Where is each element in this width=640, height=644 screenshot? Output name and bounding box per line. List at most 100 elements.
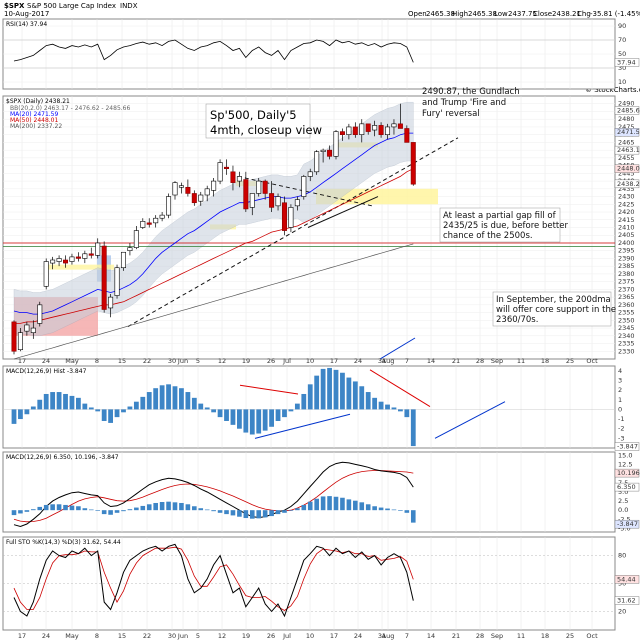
- candle-body: [224, 166, 230, 170]
- x-tick-label: Jul: [282, 357, 291, 365]
- price-tick-label: 2445: [618, 169, 635, 177]
- macd-mini-hist-bar: [134, 507, 139, 511]
- candle-body: [95, 242, 101, 256]
- candle-body: [288, 207, 294, 228]
- macd-hist-bar: [359, 386, 365, 410]
- rsi-tick-label: 50: [618, 50, 626, 58]
- price-tick-label: 2430: [618, 193, 635, 201]
- macd-hist-bar: [340, 372, 345, 410]
- macd-hist-bar: [185, 392, 191, 410]
- macd-hist-bar: [288, 409, 294, 412]
- macd-hist-bar: [50, 392, 56, 410]
- candle-body: [11, 321, 17, 352]
- price-tick-label: 2375: [618, 278, 635, 286]
- macd-hist-bar: [269, 409, 274, 427]
- bottom-blue-line: [379, 337, 416, 360]
- annotation-gundlach-2: and Trump 'Fire and: [422, 98, 506, 108]
- flag-stoch-k-bg: [614, 596, 640, 605]
- macd-mini-hist-bar: [127, 509, 133, 511]
- macd-mini-hist-bar: [365, 504, 371, 511]
- candle-body: [146, 222, 152, 225]
- annotation-title-2: 4mth, closeup view: [210, 123, 322, 137]
- macd-hist-bar: [346, 377, 352, 410]
- x-tick-label: Jun: [177, 357, 188, 365]
- candle-body: [307, 171, 313, 177]
- macd-mini-hist-bar: [262, 510, 268, 518]
- x-tick-label: 12: [218, 357, 226, 365]
- flag-macd-signal: 10.196: [617, 469, 640, 477]
- macd-mini-hist-bar: [340, 497, 345, 511]
- hist-tick-label: 3: [618, 376, 622, 384]
- macd-mini-hist-bar: [327, 496, 332, 511]
- x-tick-label: 31: [378, 357, 386, 365]
- macd-mini-hist-bar: [385, 508, 390, 511]
- price-tick-label: 2480: [618, 115, 635, 123]
- x-tick-label: May: [65, 357, 79, 365]
- chart-date: 10-Aug-2017: [4, 10, 49, 18]
- x-tick-label: 8: [95, 357, 99, 365]
- macd-hist-bar: [82, 403, 88, 410]
- macd-mini-hist-bar: [372, 506, 377, 511]
- high-label: High: [452, 10, 468, 18]
- macd-hist-bar: [237, 409, 242, 429]
- macd-tick-label: -2.5: [618, 515, 631, 523]
- hist-tick-label: -1: [618, 415, 624, 423]
- macd-hist-bar: [385, 404, 390, 410]
- macd-hist-bar: [24, 409, 30, 415]
- macd-mini-hist-bar: [249, 510, 255, 519]
- flag-stoch-d: 54.44: [617, 575, 636, 583]
- candle-body: [269, 193, 275, 208]
- close-label: Close: [533, 10, 552, 18]
- candle-body: [378, 125, 384, 135]
- candle-body: [339, 131, 345, 135]
- macd-mini-hist-bar: [192, 506, 197, 511]
- x-tick-label-bottom: 28: [476, 632, 484, 640]
- macd-hist-bar: [204, 407, 210, 410]
- macd-mini-hist-bar: [217, 510, 223, 513]
- high-value: 2465.38: [468, 10, 497, 18]
- macd-hist-bar: [153, 388, 159, 410]
- x-tick-label-bottom: 10: [306, 632, 314, 640]
- x-tick-label: 14: [427, 357, 435, 365]
- macd-hist-bar: [262, 409, 268, 431]
- x-tick-label: 26: [267, 357, 275, 365]
- ma50-line: [14, 168, 414, 324]
- macd-hist-bar: [301, 393, 307, 410]
- macd-mini-hist-bar: [18, 510, 23, 514]
- price-tick-label: 2395: [618, 247, 635, 255]
- price-tick-label: 2385: [618, 262, 635, 270]
- value-flags: 2485.66 2471.59 2463.17 2448.01 2438.21 37.94…: [614, 58, 640, 605]
- price-tick-label: 2420: [618, 208, 635, 216]
- candle-body: [243, 179, 249, 210]
- macd-mini-hist-bar: [140, 505, 146, 511]
- candle-body: [314, 151, 320, 173]
- macd-hist-bar: [404, 409, 410, 418]
- macd-mini-hist-bar: [172, 502, 178, 511]
- macd-mini-hist-bar: [275, 510, 281, 515]
- macd-legend: MACD(12,26,9) 6.350, 10.196, -3.847: [6, 454, 119, 461]
- candle-body: [249, 193, 255, 208]
- x-tick-label-bottom: 7: [405, 632, 409, 640]
- hist-tick-label: 4: [618, 367, 622, 375]
- macd-hist-bar: [333, 369, 339, 410]
- candle-body: [120, 251, 126, 269]
- macd-mini-hist-bar: [50, 504, 55, 511]
- x-tick-label-bottom: 11: [517, 632, 525, 640]
- annotation-sep-1: In September, the 200dma: [496, 295, 611, 305]
- macd-hist-bar: [159, 385, 165, 410]
- macd-hist-bar: [63, 393, 68, 410]
- stoch-series: [13, 543, 414, 618]
- macd-mini-hist-bar: [288, 510, 294, 511]
- moving-averages: [13, 132, 414, 360]
- price-tick-label: 2360: [618, 301, 635, 309]
- close-value: 2438.21: [552, 10, 581, 18]
- x-tick-label: 24: [42, 357, 50, 365]
- candle-body: [37, 304, 43, 324]
- macd-hist-bar: [198, 403, 204, 410]
- macd-hist-bar: [179, 388, 184, 410]
- chg-label: Chg: [577, 10, 591, 18]
- candle-body: [133, 230, 139, 248]
- rsi-series: [13, 39, 414, 63]
- macd-mini-hist-bar: [204, 509, 210, 511]
- macd-mini-hist-bar: [11, 510, 17, 516]
